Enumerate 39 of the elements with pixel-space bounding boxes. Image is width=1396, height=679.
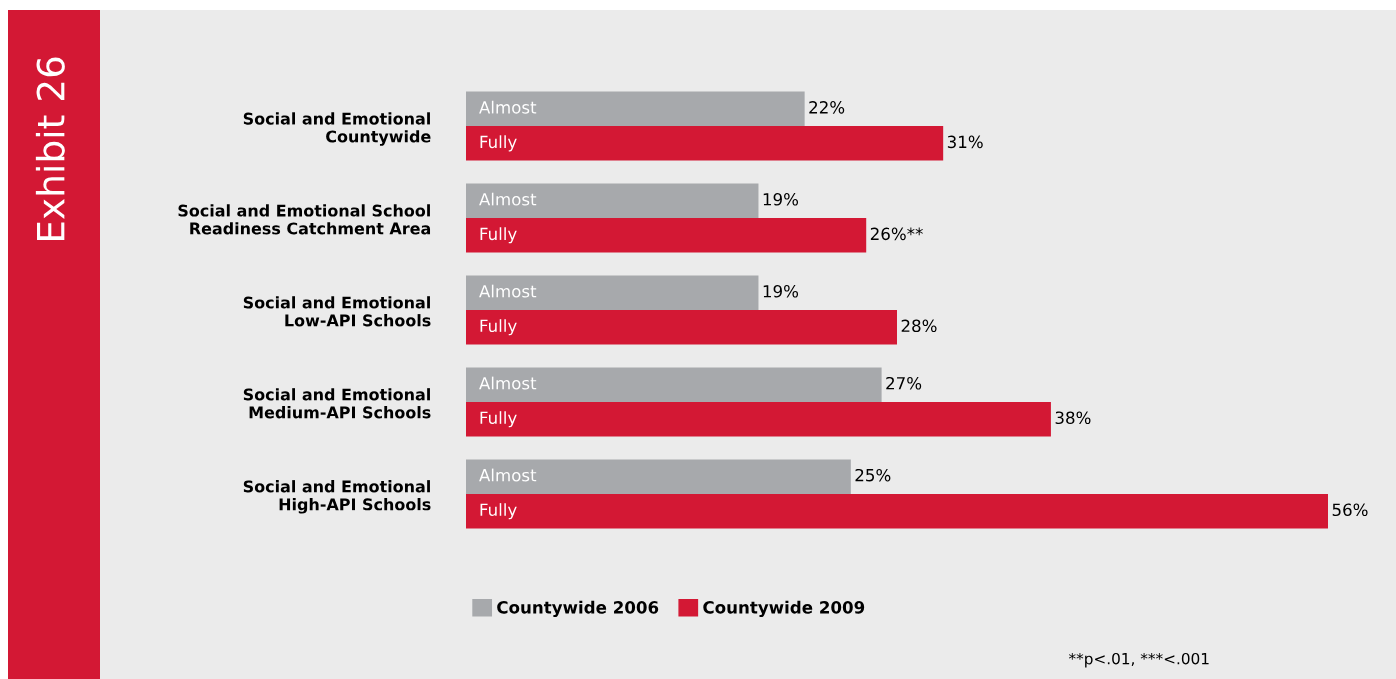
bar <box>466 275 759 310</box>
data-label: 56% <box>1332 503 1368 517</box>
y-tick-label: Social and Emotional Low-API Schools <box>243 296 431 327</box>
data-label: 31% <box>947 135 983 149</box>
annotation: Fully <box>480 411 517 428</box>
y-tick-label: Social and Emotional School Readiness Catchment Area <box>178 204 431 235</box>
data-label: 28% <box>901 319 937 333</box>
data-label: 38% <box>1055 411 1091 425</box>
annotation: Almost <box>479 192 537 206</box>
data-label: 19% <box>763 193 799 206</box>
bar <box>466 91 805 127</box>
annotation: Fully <box>480 319 517 336</box>
bar <box>466 126 944 161</box>
annotation: Fully <box>480 135 517 152</box>
bar <box>466 310 897 345</box>
y-tick-label: Social and Emotional Medium-API Schools <box>243 388 431 419</box>
bar <box>466 459 851 494</box>
data-label: 19% <box>763 284 799 298</box>
text: **p<.01, ***<.001 <box>1068 652 1209 668</box>
annotation: Almost <box>479 284 537 298</box>
y-tick-label: Social and Emotional High-API Schools <box>243 480 431 514</box>
legend-label: Countywide 2009 <box>703 600 865 617</box>
text: Exhibit 26 <box>35 57 65 241</box>
annotation: Fully <box>480 503 517 520</box>
y-tick-label: Social and Emotional Countywide <box>243 112 431 146</box>
bar <box>466 493 1328 529</box>
data-label: 26%** <box>870 227 923 241</box>
annotation: Fully <box>480 227 517 244</box>
annotation: Almost <box>479 376 537 390</box>
annotation: Almost <box>479 468 537 482</box>
data-label: 25% <box>855 468 891 482</box>
bar <box>466 367 882 402</box>
bar <box>466 401 1051 437</box>
annotation: Almost <box>479 100 537 114</box>
legend-label: Countywide 2006 <box>497 600 659 617</box>
data-label: 27% <box>886 376 922 390</box>
bar <box>466 183 759 219</box>
data-label: 22% <box>809 101 845 114</box>
bar <box>466 218 867 253</box>
